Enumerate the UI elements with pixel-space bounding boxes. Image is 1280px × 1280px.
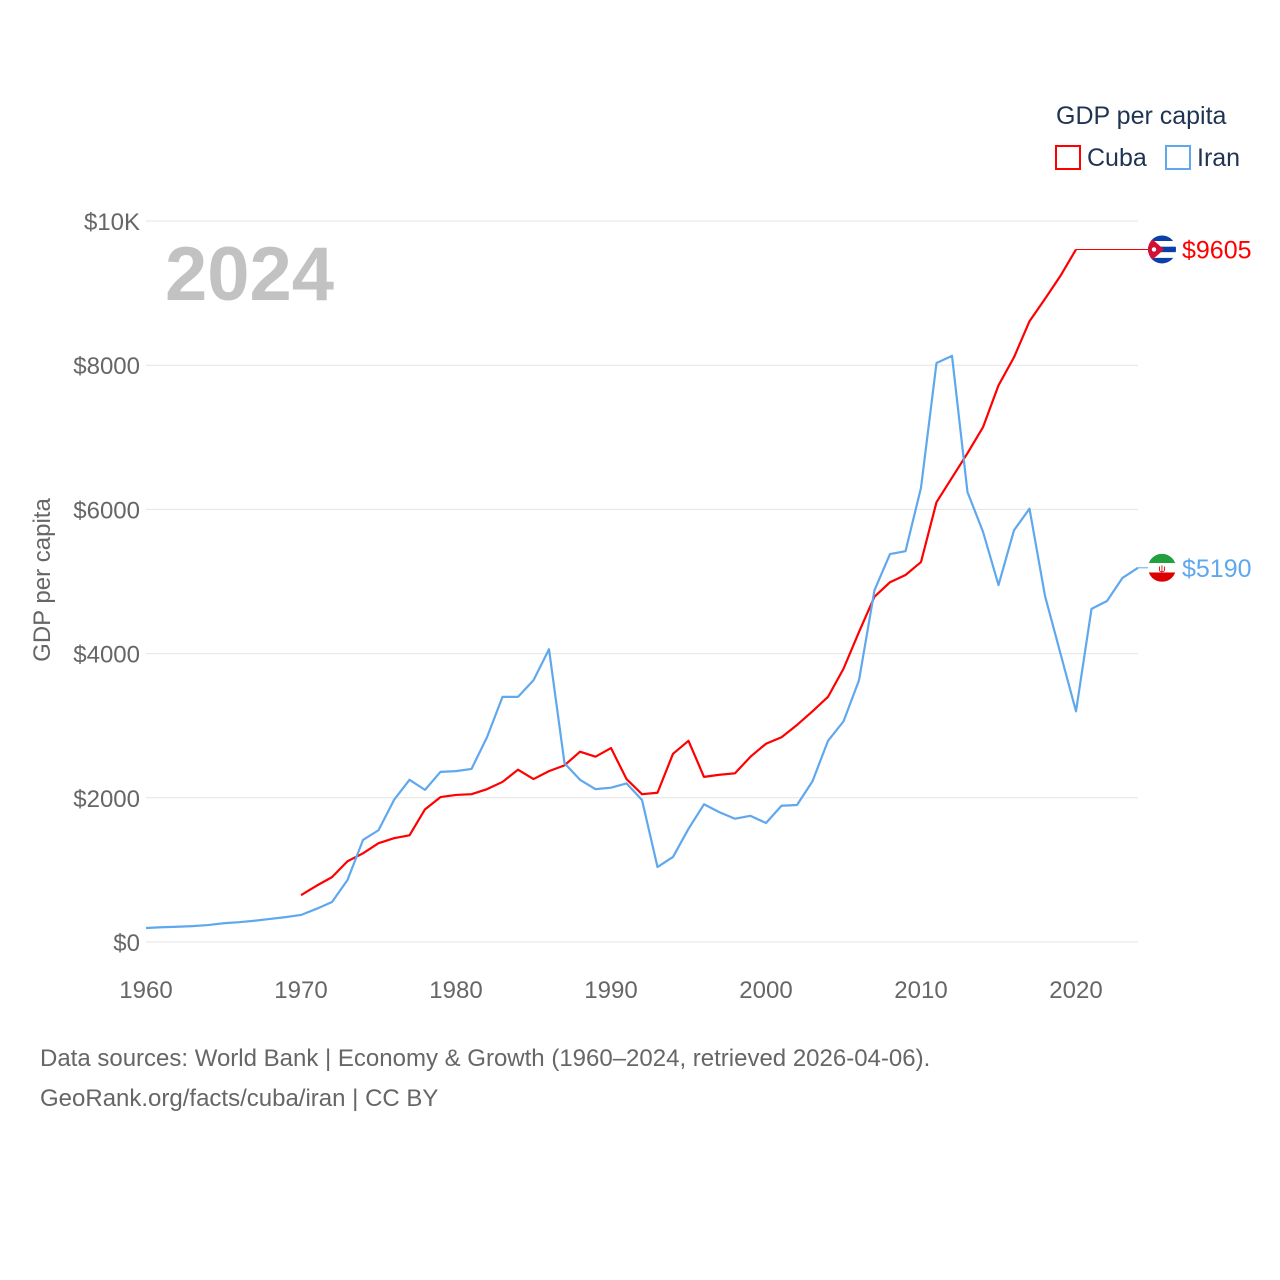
flag-stripe — [1148, 257, 1176, 264]
legend-swatch-cuba[interactable] — [1055, 145, 1081, 170]
flag-stripe — [1148, 235, 1176, 242]
x-axis-ticks: 1960 1970 1980 1990 2000 2010 2020 — [119, 977, 1102, 1004]
flag-cuba-icon — [1148, 235, 1176, 264]
end-value-label-iran: $5190 — [1182, 555, 1252, 583]
y-tick-label: $6000 — [73, 497, 140, 524]
year-label: 2024 — [165, 232, 334, 317]
legend-label-iran[interactable]: Iran — [1197, 144, 1240, 172]
legend-swatch-iran[interactable] — [1165, 145, 1191, 170]
flag-emblem: ψ — [1158, 564, 1165, 575]
footer-attribution: GeoRank.org/facts/cuba/iran | CC BY — [40, 1085, 439, 1112]
end-value-label-cuba: $9605 — [1182, 236, 1252, 264]
y-tick-label: $0 — [113, 930, 140, 957]
x-tick-label: 1960 — [119, 977, 172, 1004]
flag-stripe — [1148, 252, 1176, 258]
legend-title: GDP per capita — [1056, 102, 1227, 130]
flag-stripe — [1148, 572, 1176, 582]
flag-stripe — [1148, 241, 1176, 247]
flag-body: ψ — [1148, 553, 1176, 582]
y-tick-label: $2000 — [73, 786, 140, 813]
legend: GDP per capita Cuba Iran — [1055, 102, 1240, 172]
x-tick-label: 1980 — [429, 977, 482, 1004]
gridlines — [146, 220, 1138, 943]
series-lines — [145, 248, 1139, 930]
y-tick-label: $10K — [84, 209, 140, 236]
series-line-iran — [145, 354, 1139, 930]
x-tick-label: 2000 — [739, 977, 792, 1004]
flag-iran-icon: ψ — [1148, 553, 1176, 582]
flag-body — [1148, 235, 1176, 264]
flag-star — [1151, 247, 1157, 252]
y-tick-label: $4000 — [73, 642, 140, 669]
y-axis-label: GDP per capita — [29, 498, 56, 662]
x-tick-label: 2020 — [1049, 977, 1102, 1004]
x-tick-label: 1970 — [274, 977, 327, 1004]
footer-sources: Data sources: World Bank | Economy & Gro… — [40, 1045, 931, 1072]
flag-stripe — [1148, 553, 1176, 564]
x-tick-label: 2010 — [894, 977, 947, 1004]
series-line-cuba — [300, 248, 1077, 897]
y-axis-ticks: $0 $2000 $4000 $6000 $8000 $10K — [73, 209, 140, 957]
legend-label-cuba[interactable]: Cuba — [1087, 144, 1147, 172]
end-labels: $9605 ψ $5190 — [1076, 235, 1252, 583]
y-tick-label: $8000 — [73, 353, 140, 380]
flag-stripe — [1148, 563, 1176, 573]
x-tick-label: 1990 — [584, 977, 637, 1004]
